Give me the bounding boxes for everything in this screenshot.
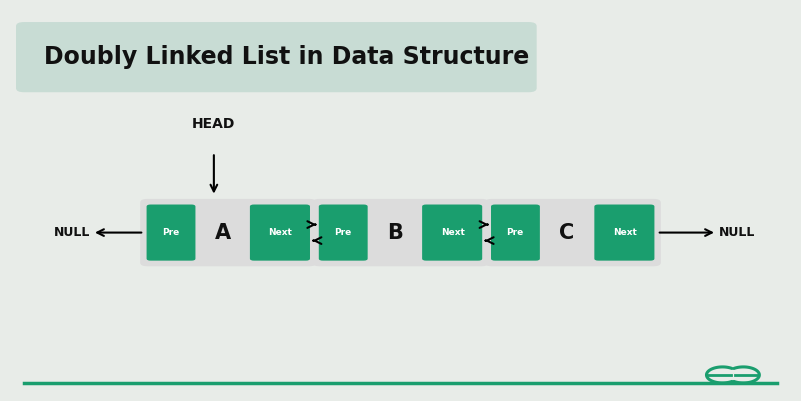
Text: Doubly Linked List in Data Structure: Doubly Linked List in Data Structure [44, 45, 529, 69]
FancyBboxPatch shape [319, 205, 368, 261]
FancyBboxPatch shape [16, 22, 537, 92]
Text: Next: Next [441, 228, 465, 237]
Text: Pre: Pre [162, 228, 179, 237]
FancyBboxPatch shape [140, 199, 316, 266]
Text: Next: Next [268, 228, 292, 237]
Text: Next: Next [613, 228, 637, 237]
FancyBboxPatch shape [250, 205, 310, 261]
FancyBboxPatch shape [594, 205, 654, 261]
Text: Pre: Pre [334, 228, 352, 237]
Text: NULL: NULL [718, 226, 755, 239]
FancyBboxPatch shape [422, 205, 482, 261]
FancyBboxPatch shape [312, 199, 489, 266]
FancyBboxPatch shape [147, 205, 195, 261]
Text: A: A [215, 223, 231, 243]
Text: HEAD: HEAD [192, 117, 235, 131]
Text: Pre: Pre [506, 228, 524, 237]
Text: NULL: NULL [54, 226, 91, 239]
Text: B: B [387, 223, 403, 243]
Text: C: C [559, 223, 575, 243]
FancyBboxPatch shape [485, 199, 661, 266]
FancyBboxPatch shape [491, 205, 540, 261]
